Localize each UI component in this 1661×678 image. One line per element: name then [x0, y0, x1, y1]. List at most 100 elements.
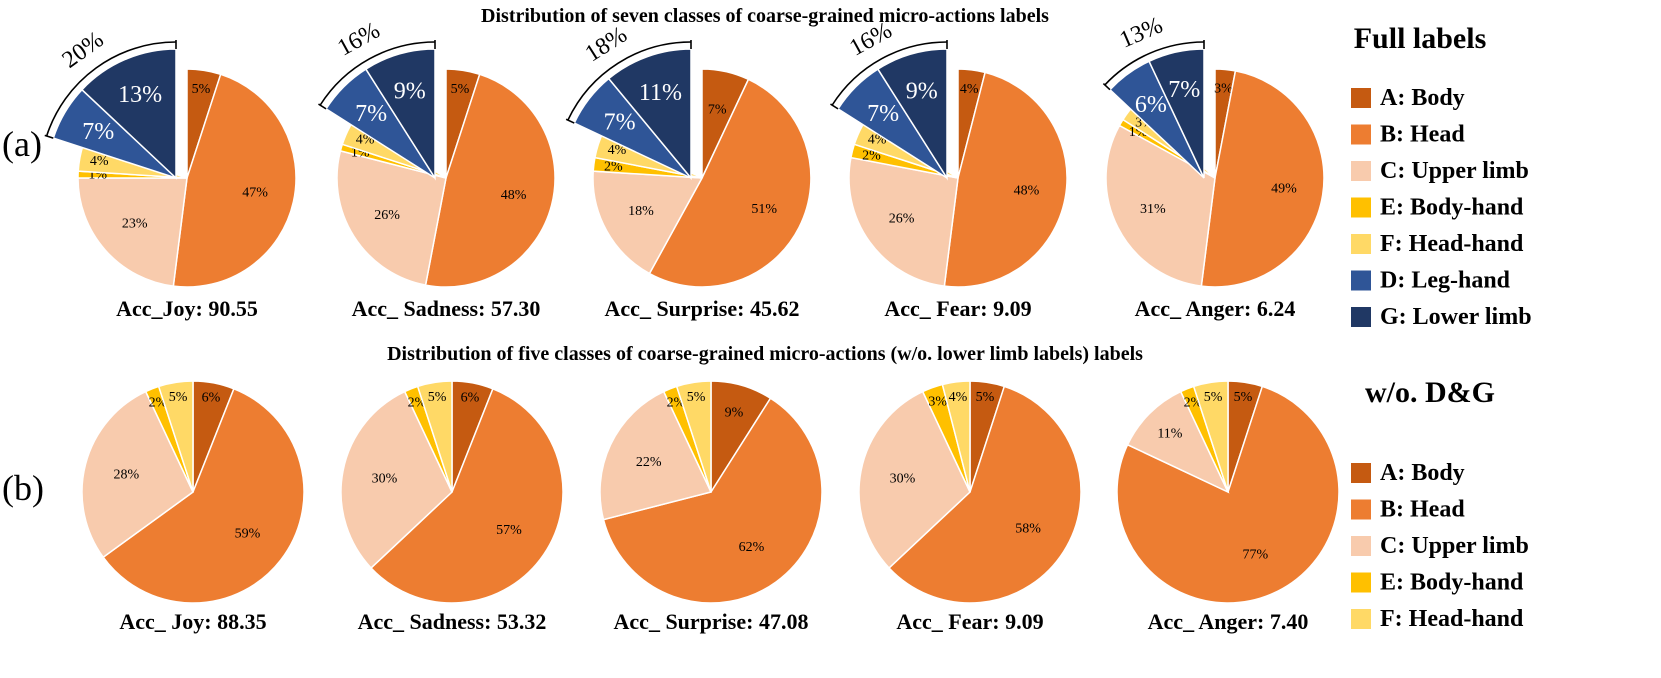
- legend-label: C: Upper limb: [1380, 158, 1529, 184]
- pie-slice-B: [102, 387, 305, 604]
- slice-label-B: 49%: [1271, 181, 1297, 196]
- legend-label: B: Head: [1380, 497, 1465, 523]
- pie-slice-C: [340, 390, 453, 570]
- legend-item-A: A: Body: [1351, 85, 1465, 111]
- pie-slice-B: [424, 73, 556, 288]
- pie-slice-B: [648, 78, 812, 288]
- pie-row-without-dg: 6%59%28%2% 5%Acc_ Joy: 88.356%57%30%2% 5%A…: [81, 380, 1340, 634]
- legend-full-labels: Full labels A: Body B: Head C: Upper limb E…: [1351, 22, 1532, 330]
- slice-label-C: 18%: [628, 204, 654, 219]
- slice-label-E: 3%: [928, 395, 947, 410]
- group-bracket: [567, 41, 692, 121]
- slice-label-C: 30%: [890, 472, 916, 487]
- legend-swatch: [1351, 536, 1371, 556]
- panel-label-a: (a): [2, 124, 42, 164]
- pie-caption: Acc_ Fear: 9.09: [896, 609, 1043, 634]
- pie-slice-G: [1148, 48, 1205, 179]
- pie-slice-C: [592, 170, 704, 275]
- pie-slice-F: [157, 380, 194, 493]
- slice-label-C: 26%: [374, 208, 400, 223]
- slice-label-D: 7%: [82, 119, 114, 145]
- legend-swatch: [1351, 307, 1371, 327]
- legend-swatch: [1351, 88, 1371, 108]
- legend-label: A: Body: [1380, 85, 1465, 111]
- slice-label-D: 7%: [355, 101, 387, 127]
- pie-caption: Acc_ Sadness: 53.32: [358, 609, 547, 634]
- legend-swatch: [1351, 270, 1371, 291]
- slice-label-C: 22%: [636, 455, 662, 470]
- slice-label-C: 28%: [113, 467, 139, 482]
- legend-full-title: Full labels: [1354, 22, 1487, 55]
- slice-label-A: 5%: [192, 82, 211, 97]
- slice-label-G: 9%: [906, 78, 938, 104]
- pie-chart-a-5: 3%49%31%1%3%6%7%13%Acc_ Anger: 6.24: [1102, 12, 1325, 321]
- legend-swatch: [1351, 499, 1371, 520]
- slice-label-G: 13%: [118, 82, 162, 108]
- pie-slice-C: [77, 177, 188, 287]
- legend-item-D: D: Leg-hand: [1351, 268, 1511, 294]
- pie-slice-F: [416, 380, 453, 493]
- legend-item-F: F: Head-hand: [1351, 231, 1524, 257]
- legend-label: G: Lower limb: [1380, 304, 1532, 330]
- slice-label-A: 5%: [451, 82, 470, 97]
- slice-label-B: 62%: [739, 540, 765, 555]
- legend-label: B: Head: [1380, 122, 1465, 148]
- slice-label-G: 7%: [1168, 77, 1200, 103]
- slice-label-D: 7%: [604, 110, 636, 136]
- slice-label-A: 4%: [960, 82, 979, 97]
- pie-slice-C: [336, 149, 447, 286]
- legend-label: F: Head-hand: [1380, 231, 1524, 257]
- slice-label-B: 57%: [496, 523, 522, 538]
- pie-slice-C: [599, 390, 713, 521]
- group-bracket-tick: [1102, 82, 1111, 91]
- pie-slice-B: [370, 387, 564, 604]
- pie-chart-b-2: 6%57%30%2% 5%Acc_ Sadness: 53.32: [340, 380, 564, 634]
- legend-label: E: Body-hand: [1380, 195, 1524, 221]
- pie-caption: Acc_ Fear: 9.09: [884, 296, 1031, 321]
- pie-slice-F: [1192, 380, 1229, 493]
- legend-label: F: Head-hand: [1380, 606, 1524, 632]
- pie-slice-F: [941, 380, 971, 493]
- legend-label: A: Body: [1380, 460, 1465, 486]
- legend-swatch: [1351, 572, 1371, 593]
- pie-chart-a-4: 4%48%26%2%4%7%9%16%Acc_ Fear: 9.09: [830, 18, 1068, 321]
- pie-slice-B: [1200, 70, 1325, 288]
- slice-label-F: 5%: [169, 390, 188, 405]
- group-bracket-tick: [44, 134, 54, 139]
- pie-caption: Acc_ Sadness: 57.30: [352, 296, 541, 321]
- legend-reduced-title: w/o. D&G: [1365, 376, 1495, 409]
- legend-item-E: E: Body-hand: [1351, 570, 1524, 596]
- legend-swatch: [1351, 234, 1371, 254]
- slice-label-B: 59%: [235, 527, 261, 542]
- slice-label-A: 5%: [1234, 390, 1253, 405]
- legend-item-F: F: Head-hand: [1351, 606, 1524, 632]
- group-bracket: [319, 41, 436, 106]
- pie-slice-C: [848, 156, 959, 287]
- group-bracket-tick: [830, 103, 839, 110]
- legend-label: C: Upper limb: [1380, 533, 1529, 559]
- panel-label-b: (b): [2, 468, 44, 508]
- legend-item-B: B: Head: [1351, 122, 1465, 148]
- slice-label-B: 58%: [1015, 521, 1041, 536]
- pie-slice-G: [607, 48, 692, 181]
- slice-label-B: 47%: [242, 186, 268, 201]
- pie-caption: Acc_ Surprise: 45.62: [605, 296, 800, 321]
- slice-label-C: 11%: [1157, 426, 1182, 441]
- legend-item-C: C: Upper limb: [1351, 533, 1529, 559]
- slice-label-C: 26%: [889, 212, 915, 227]
- slice-label-C: 23%: [122, 217, 148, 232]
- pie-caption: Acc_ Anger: 7.40: [1148, 609, 1309, 634]
- pie-chart-b-4: 5% 58% 30% 3% 4% Acc_ Fear: 9.09: [858, 380, 1082, 634]
- pie-chart-b-1: 6%59%28%2% 5%Acc_ Joy: 88.35: [81, 380, 305, 634]
- slice-label-D: 7%: [867, 101, 899, 127]
- slice-label-B: 48%: [501, 188, 527, 203]
- slice-label-D: 6%: [1135, 92, 1167, 118]
- slice-label-C: 30%: [372, 472, 398, 487]
- legend-swatch: [1351, 463, 1371, 483]
- slice-label-G: 9%: [394, 78, 426, 104]
- slice-label-F: 5%: [1204, 390, 1223, 405]
- pie-slice-C: [858, 390, 971, 570]
- legend-swatch: [1351, 197, 1371, 218]
- legend-label: E: Body-hand: [1380, 570, 1524, 596]
- pie-slice-C: [1126, 390, 1230, 494]
